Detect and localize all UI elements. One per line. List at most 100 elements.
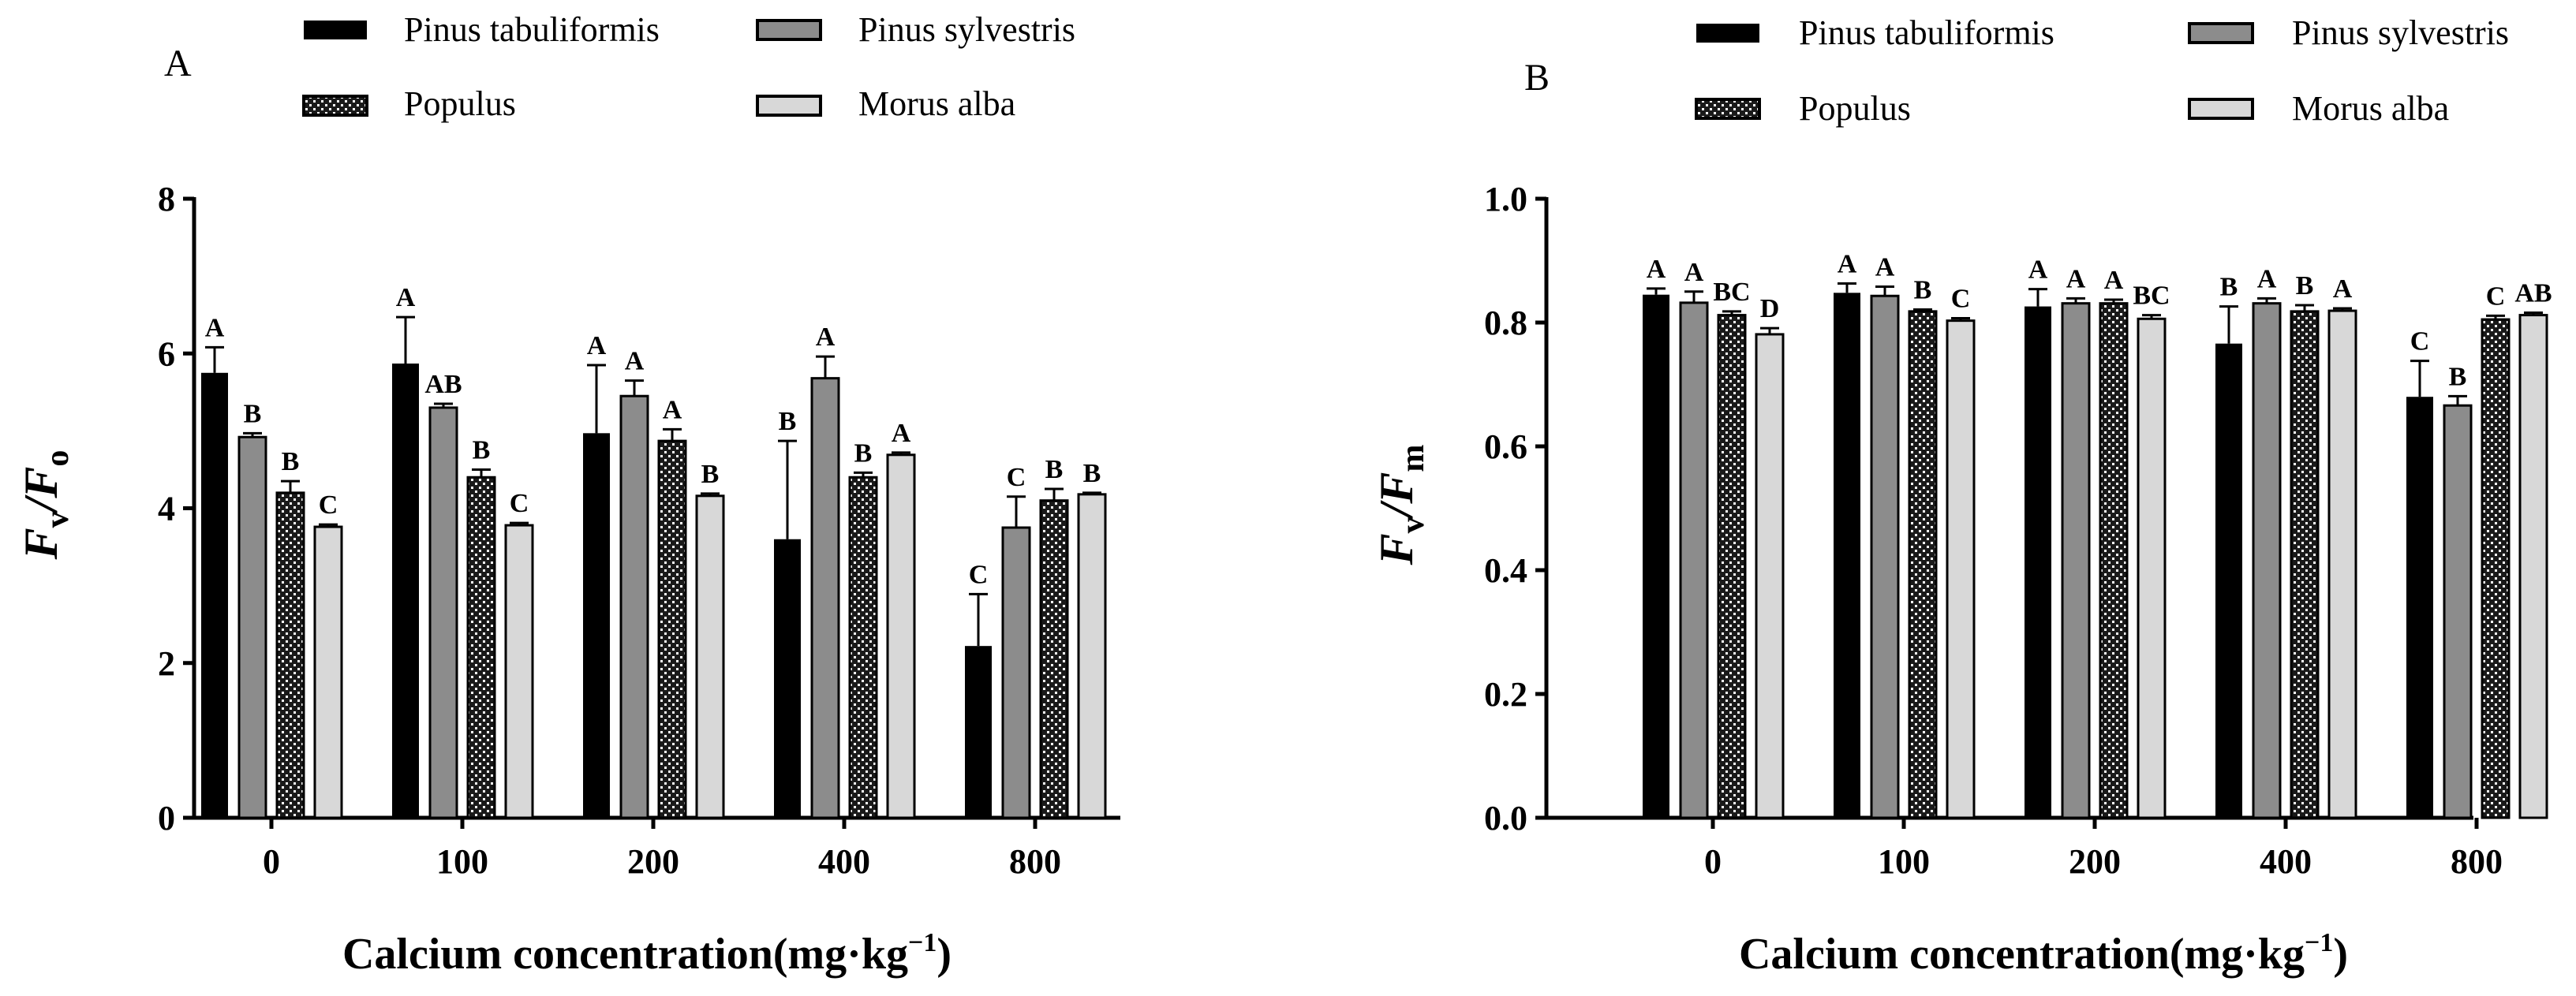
sig-letter-a-morus-alba-800: B [1083, 459, 1101, 488]
sig-letter-b-populus-100: B [1914, 276, 1932, 305]
legend-a-label-pinus-sylvestris: Pinus sylvestris [858, 10, 1075, 49]
x-tick-label-b-1: 100 [1878, 842, 1930, 881]
bar-b-pinus-sylvestris-400 [2252, 302, 2282, 819]
bar-a-pinus-sylvestris-100 [428, 406, 458, 819]
bar-a-morus-alba-200 [695, 494, 725, 819]
sig-letter-a-morus-alba-0: C [319, 491, 338, 520]
bar-b-morus-alba-200 [2137, 317, 2167, 819]
bar-b-pinus-tabuliformis-800 [2406, 397, 2433, 818]
sig-letter-a-morus-alba-200: B [701, 460, 720, 489]
bar-b-pinus-sylvestris-200 [2061, 302, 2091, 819]
x-tick-label-a-3: 400 [818, 842, 870, 881]
bar-b-pinus-tabuliformis-400 [2215, 343, 2242, 818]
legend-b-label-populus: Populus [1799, 89, 1911, 128]
sig-letter-a-pinus-sylvestris-200: A [625, 347, 645, 376]
legend-b-swatch-pinus-sylvestris [2188, 22, 2254, 44]
legend-b: Pinus tabuliformis Pinus sylvestris Popu… [1695, 13, 2509, 128]
sig-letter-a-populus-200: A [663, 395, 682, 424]
bar-b-populus-800 [2481, 318, 2511, 819]
legend-a-swatch-populus [302, 95, 368, 117]
legend-a-label-pinus-tabuliformis: Pinus tabuliformis [404, 10, 660, 49]
bar-b-populus-400 [2290, 310, 2320, 819]
bar-a-pinus-tabuliformis-100 [392, 364, 419, 819]
sig-letter-a-pinus-tabuliformis-400: B [779, 407, 797, 436]
bar-a-pinus-sylvestris-200 [619, 394, 649, 819]
sig-letter-b-pinus-tabuliformis-400: B [2220, 273, 2238, 302]
sig-letter-b-pinus-tabuliformis-0: A [1647, 255, 1666, 284]
x-axis-title-a: Calcium concentration(mg·kg−1) [342, 928, 952, 979]
bar-b-morus-alba-800 [2518, 314, 2548, 819]
y-tick-label-b-2: 0.4 [1484, 551, 1527, 590]
bar-b-pinus-tabuliformis-100 [1834, 293, 1860, 818]
sig-letter-b-morus-alba-0: D [1760, 294, 1780, 323]
bar-b-pinus-sylvestris-100 [1870, 294, 1900, 819]
y-tick-label-a-0: 0 [158, 799, 175, 837]
x-tick-label-b-4: 800 [2451, 842, 2503, 881]
legend-b-swatch-morus-alba [2188, 98, 2254, 120]
y-tick-label-a-4: 8 [158, 180, 175, 218]
bar-a-populus-800 [1039, 499, 1069, 819]
sig-letter-b-morus-alba-800: AB [2514, 278, 2552, 308]
sig-letter-b-pinus-sylvestris-100: A [1875, 252, 1895, 282]
sig-letter-a-populus-800: B [1045, 455, 1064, 484]
sig-letter-b-morus-alba-400: A [2333, 274, 2353, 304]
x-tick-label-a-0: 0 [263, 842, 280, 881]
bar-a-pinus-tabuliformis-0 [201, 372, 228, 818]
x-tick-label-a-4: 800 [1009, 842, 1061, 881]
y-axis-title-a: Fv/Fo [15, 450, 76, 561]
x-tick-label-a-2: 200 [627, 842, 679, 881]
legend-a-label-morus-alba: Morus alba [858, 84, 1015, 123]
sig-letter-a-pinus-tabuliformis-100: A [396, 283, 416, 312]
x-tick-label-b-2: 200 [2069, 842, 2121, 881]
y-tick-label-a-1: 2 [158, 644, 175, 683]
legend-b-swatch-populus [1695, 98, 1761, 120]
bar-a-populus-0 [275, 491, 305, 819]
x-axis-title-b: Calcium concentration(mg·kg−1) [1739, 928, 2348, 979]
x-tick-label-b-0: 0 [1704, 842, 1722, 881]
y-tick-label-b-5: 1.0 [1484, 180, 1527, 218]
sig-letter-b-pinus-sylvestris-800: B [2449, 362, 2467, 391]
y-axis-title-b: Fv/Fm [1370, 445, 1431, 566]
panel-label-a: A [164, 43, 192, 84]
y-tick-label-b-1: 0.2 [1484, 675, 1527, 714]
bar-b-pinus-sylvestris-0 [1679, 301, 1709, 819]
sig-letter-b-populus-200: A [2104, 266, 2124, 295]
x-tick-label-a-1: 100 [436, 842, 488, 881]
legend-b-swatch-pinus-tabuliformis [1696, 24, 1759, 43]
y-tick-label-a-2: 4 [158, 490, 175, 528]
sig-letter-b-morus-alba-100: C [1951, 285, 1971, 314]
bar-a-populus-200 [657, 439, 687, 819]
x-tick-label-b-3: 400 [2260, 842, 2312, 881]
bar-a-pinus-sylvestris-800 [1001, 526, 1031, 819]
sig-letter-b-pinus-tabuliformis-800: C [2410, 327, 2430, 356]
legend-b-label-morus-alba: Morus alba [2292, 89, 2449, 128]
sig-letter-a-populus-0: B [282, 447, 300, 476]
legend-a-swatch-morus-alba [756, 95, 822, 117]
sig-letter-b-pinus-sylvestris-400: A [2257, 264, 2277, 293]
sig-letter-a-populus-100: B [473, 435, 491, 464]
bar-b-populus-0 [1717, 314, 1747, 819]
bar-a-pinus-tabuliformis-200 [583, 433, 610, 818]
bar-b-morus-alba-0 [1755, 333, 1785, 819]
bar-a-populus-100 [466, 476, 496, 819]
legend-a-swatch-pinus-tabuliformis [304, 21, 367, 39]
sig-letter-a-pinus-sylvestris-400: A [816, 323, 836, 352]
legend-b-label-pinus-tabuliformis: Pinus tabuliformis [1799, 13, 2054, 52]
sig-letter-a-pinus-sylvestris-0: B [244, 399, 262, 428]
bar-a-morus-alba-100 [504, 524, 534, 819]
sig-letter-b-populus-800: C [2486, 282, 2506, 311]
sig-letter-a-pinus-tabuliformis-800: C [969, 560, 989, 589]
bar-a-morus-alba-0 [313, 525, 343, 819]
bar-b-pinus-tabuliformis-0 [1643, 294, 1669, 818]
y-tick-label-a-3: 6 [158, 334, 175, 373]
sig-letter-b-pinus-sylvestris-0: A [1684, 258, 1704, 287]
bar-a-pinus-tabuliformis-800 [965, 646, 992, 818]
sig-letter-b-pinus-tabuliformis-100: A [1838, 250, 1857, 279]
bar-a-morus-alba-800 [1077, 493, 1107, 819]
y-tick-label-b-0: 0.0 [1484, 799, 1527, 837]
sig-letter-a-morus-alba-400: A [892, 419, 911, 448]
sig-letter-b-pinus-sylvestris-200: A [2066, 264, 2086, 293]
